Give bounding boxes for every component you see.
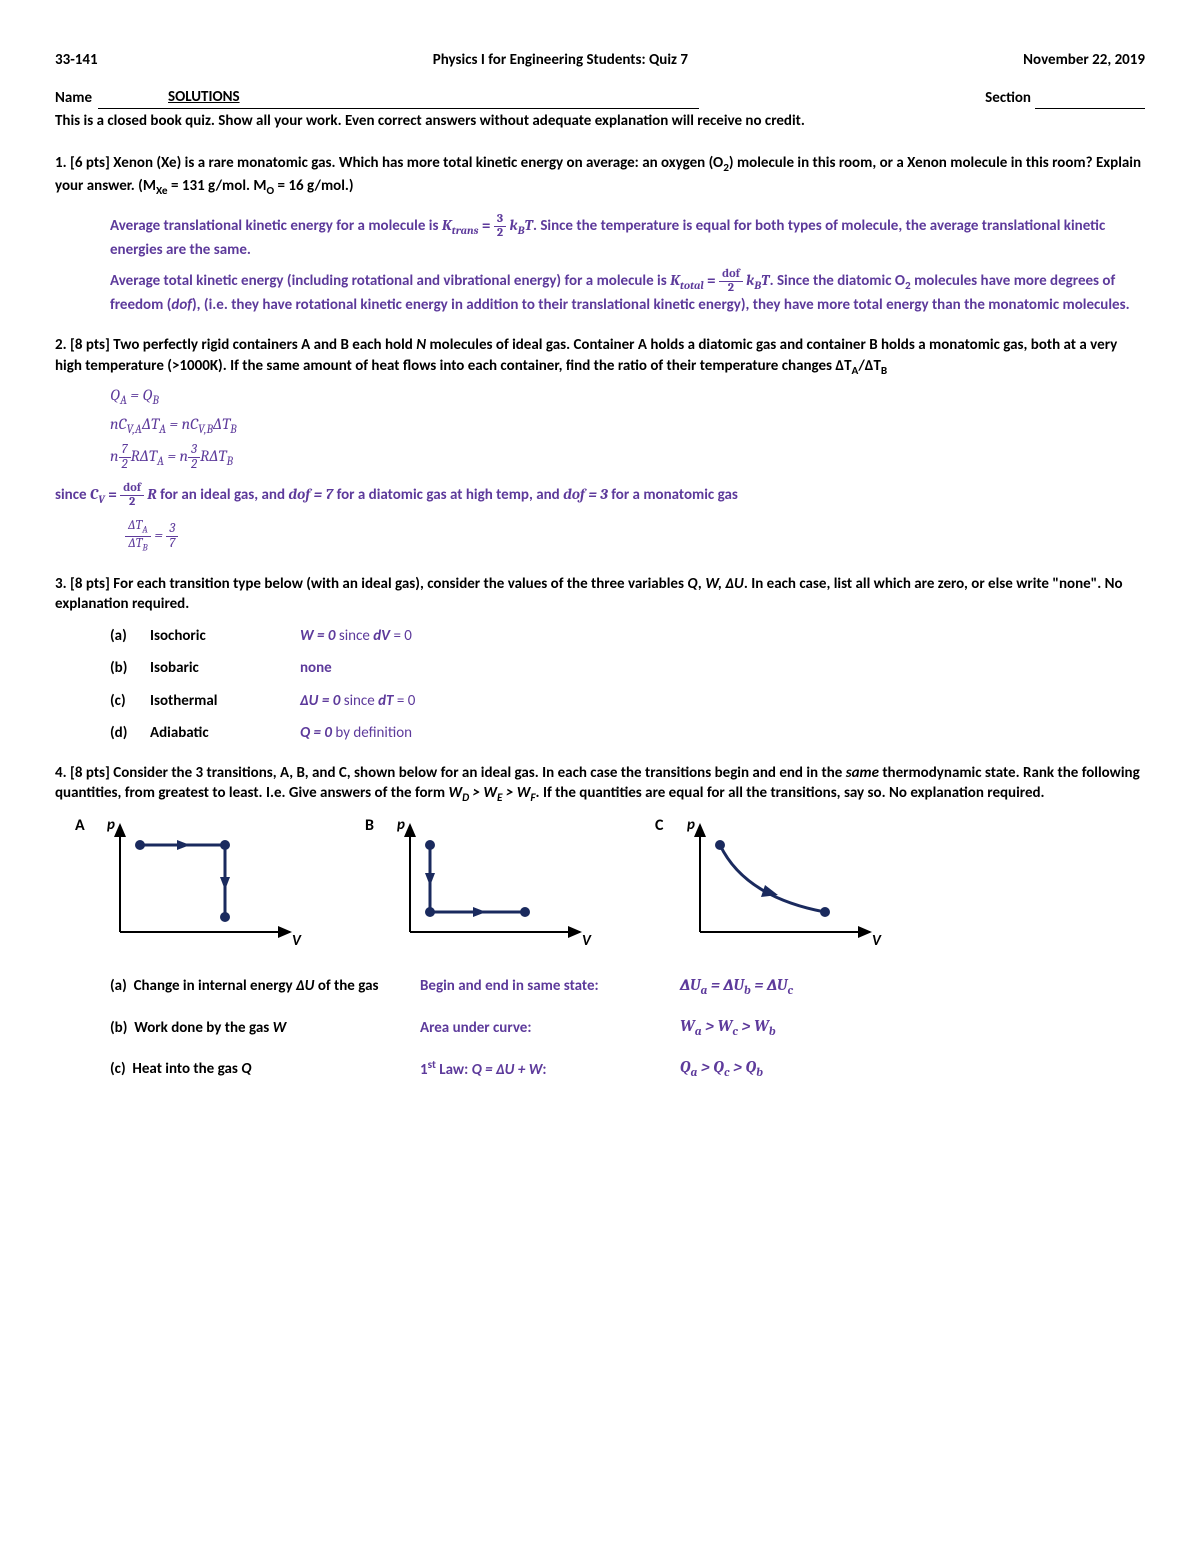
q2-prompt: 2. [8 pts] Two perfectly rigid container… xyxy=(55,336,1117,374)
q4-row-c: (c) Heat into the gas Q 1st Law: Q = ∆U … xyxy=(110,1057,1145,1080)
q2-explain: since CV = dof2 R for an ideal gas, and … xyxy=(55,482,1145,509)
q3-list: (a) Isochoric W = 0 since dV = 0 (b) Iso… xyxy=(110,626,1145,743)
svg-text:V: V xyxy=(582,932,592,950)
svg-text:V: V xyxy=(872,932,882,950)
q1-answer-2: Average total kinetic energy (including … xyxy=(110,268,1145,315)
diagram-b: B p V xyxy=(385,817,595,957)
pv-graph-c: p V xyxy=(675,817,885,957)
question-4: 4. [8 pts] Consider the 3 transitions, A… xyxy=(55,763,1145,1081)
q3-item-c: (c) Isothermal ∆U = 0 since dT = 0 xyxy=(110,691,1145,711)
q4-answers: (a) Change in internal energy ∆U of the … xyxy=(110,975,1145,1081)
q3-item-a: (a) Isochoric W = 0 since dV = 0 xyxy=(110,626,1145,646)
svg-text:p: p xyxy=(687,817,695,834)
q2-eq2: nCV,A∆TA = nCV,B∆TB xyxy=(110,414,1145,437)
q3-prompt: 3. [8 pts] For each transition type belo… xyxy=(55,575,1123,613)
pv-graph-b: p V xyxy=(385,817,595,957)
svg-text:p: p xyxy=(397,817,405,834)
q3-item-d: (d) Adiabatic Q = 0 by definition xyxy=(110,723,1145,743)
solutions-text: SOLUTIONS xyxy=(168,87,240,107)
page-title: Physics I for Engineering Students: Quiz… xyxy=(433,50,688,70)
name-section-row: Name SOLUTIONS Section xyxy=(55,88,1145,108)
pv-graph-a: p V xyxy=(95,817,305,957)
question-3: 3. [8 pts] For each transition type belo… xyxy=(55,574,1145,744)
q3-item-b: (b) Isobaric none xyxy=(110,658,1145,678)
svg-text:V: V xyxy=(292,932,302,950)
svg-text:p: p xyxy=(107,817,115,834)
q1-answer-1: Average translational kinetic energy for… xyxy=(110,213,1145,260)
name-blank: SOLUTIONS xyxy=(98,90,699,109)
section-blank xyxy=(1035,94,1145,109)
q4-row-b: (b) Work done by the gas W Area under cu… xyxy=(110,1016,1145,1039)
question-1: 1. [6 pts] Xenon (Xe) is a rare monatomi… xyxy=(55,153,1145,316)
q2-result: ∆TA∆TB = 37 xyxy=(125,519,1145,554)
page-header: 33-141 Physics I for Engineering Student… xyxy=(55,50,1145,70)
q4-diagrams: A p V B p V xyxy=(95,817,1145,957)
section-label: Section xyxy=(985,88,1031,108)
q4-row-a: (a) Change in internal energy ∆U of the … xyxy=(110,975,1145,998)
diagram-c: C p V xyxy=(675,817,885,957)
question-2: 2. [8 pts] Two perfectly rigid container… xyxy=(55,335,1145,553)
q4-prompt: 4. [8 pts] Consider the 3 transitions, A… xyxy=(55,764,1140,802)
page-date: November 22, 2019 xyxy=(1023,50,1145,70)
course-code: 33-141 xyxy=(55,50,98,70)
q1-prompt: 1. [6 pts] Xenon (Xe) is a rare monatomi… xyxy=(55,154,1141,195)
q2-eq1: QA = QB xyxy=(110,385,1145,408)
q2-eq3: n72R∆TA = n32R∆TB xyxy=(110,443,1145,472)
instructions: This is a closed book quiz. Show all you… xyxy=(55,111,1145,131)
diagram-a: A p V xyxy=(95,817,305,957)
name-label: Name xyxy=(55,88,92,108)
